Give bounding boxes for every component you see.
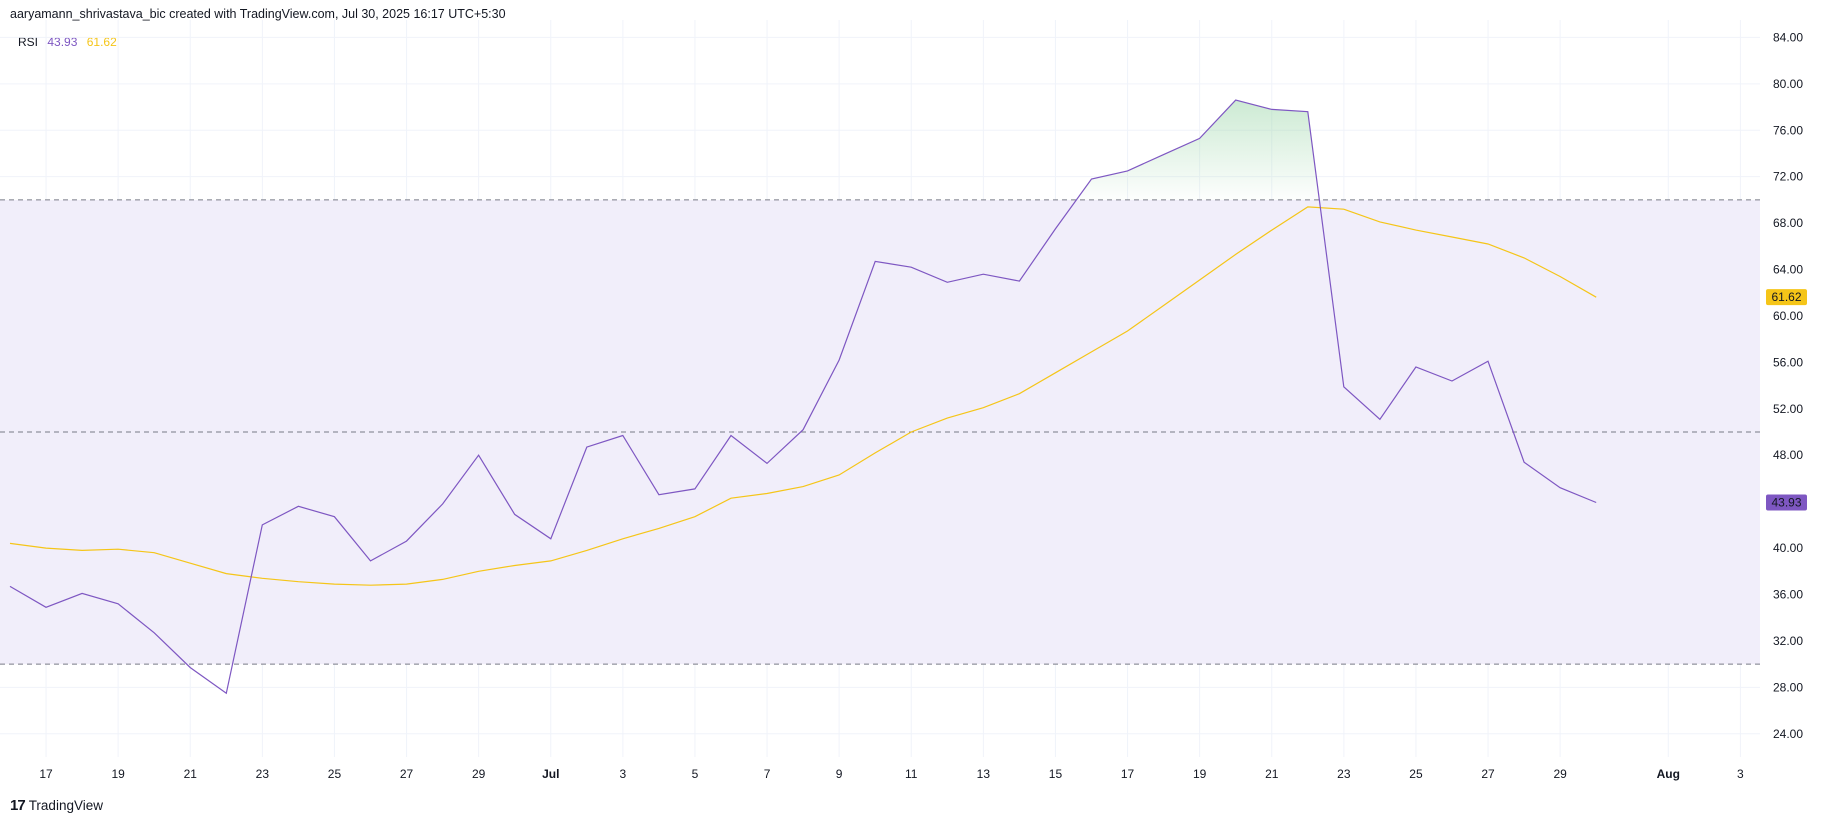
rsi-legend-value: 43.93: [47, 35, 78, 49]
y-tick-label: 60.00: [1773, 309, 1803, 323]
x-tick-label: 25: [1409, 767, 1423, 781]
tradingview-logo-text: TradingView: [28, 798, 103, 813]
x-tick-label: 27: [1481, 767, 1495, 781]
x-tick-label: 19: [111, 767, 125, 781]
rsi-ma-line: [9, 206, 1597, 586]
overbought-fill: [1076, 100, 1320, 200]
y-tick-label: 52.00: [1773, 402, 1803, 416]
x-tick-label: 23: [256, 767, 270, 781]
tradingview-logo-icon: 17: [10, 797, 26, 814]
y-tick-label: 84.00: [1773, 30, 1803, 44]
last-value-badges: 61.62 43.93: [1766, 289, 1807, 511]
x-tick-label: 17: [39, 767, 53, 781]
y-tick-label: 48.00: [1773, 448, 1803, 462]
y-tick-label: 68.00: [1773, 216, 1803, 230]
x-tick-label: 27: [400, 767, 414, 781]
x-tick-label: 17: [1121, 767, 1135, 781]
y-tick-label: 32.00: [1773, 634, 1803, 648]
x-tick-label: 9: [836, 767, 843, 781]
ma-last-value-badge: 61.62: [1766, 289, 1807, 306]
x-tick-label: 11: [905, 767, 918, 781]
rsi-line: [9, 99, 1597, 695]
y-tick-label: 28.00: [1773, 680, 1803, 694]
y-tick-label: 24.00: [1773, 727, 1803, 741]
rsi-last-value-badge: 43.93: [1766, 494, 1807, 511]
x-tick-label: Aug: [1657, 767, 1680, 781]
rsi-band-background: [0, 199, 1760, 665]
y-tick-label: 56.00: [1773, 355, 1803, 369]
ma-legend-value: 61.62: [86, 35, 117, 49]
y-tick-label: 76.00: [1773, 123, 1803, 137]
chart-attribution: aaryamann_shrivastava_bic created with T…: [10, 7, 506, 21]
x-tick-label: 19: [1193, 767, 1207, 781]
time-axis[interactable]: 17 19 21 23 25 27 29 Jul 3 5 7 9 11 13 15 17 19 21 23 25 27 2…: [39, 767, 1744, 781]
rsi-last-value-badge-text: 43.93: [1771, 495, 1801, 509]
tradingview-logo[interactable]: 17 TradingView: [10, 797, 103, 814]
indicator-legend[interactable]: RSI 43.93 61.62: [18, 35, 123, 49]
indicator-name: RSI: [18, 35, 39, 49]
x-tick-label: 7: [764, 767, 771, 781]
x-tick-label: 21: [1265, 767, 1279, 781]
x-tick-label: 23: [1337, 767, 1351, 781]
x-tick-label: 3: [1737, 767, 1744, 781]
y-tick-label: 72.00: [1773, 170, 1803, 184]
x-tick-label: 21: [184, 767, 198, 781]
ma-last-value-badge-text: 61.62: [1771, 290, 1801, 304]
x-tick-label: 29: [1553, 767, 1567, 781]
y-tick-label: 36.00: [1773, 588, 1803, 602]
y-tick-label: 64.00: [1773, 263, 1803, 277]
x-tick-label: 29: [472, 767, 486, 781]
x-tick-label: 25: [328, 767, 342, 781]
y-tick-label: 80.00: [1773, 77, 1803, 91]
x-tick-label: Jul: [542, 767, 559, 781]
x-tick-label: 15: [1049, 767, 1063, 781]
x-tick-label: 3: [620, 767, 627, 781]
x-tick-label: 13: [977, 767, 991, 781]
y-tick-label: 40.00: [1773, 541, 1803, 555]
x-tick-label: 5: [692, 767, 699, 781]
rsi-chart[interactable]: 84.00 80.00 76.00 72.00 68.00 64.00 60.00 56.00…: [0, 0, 1825, 790]
price-axis[interactable]: 84.00 80.00 76.00 72.00 68.00 64.00 60.00 56.00…: [1773, 30, 1803, 740]
